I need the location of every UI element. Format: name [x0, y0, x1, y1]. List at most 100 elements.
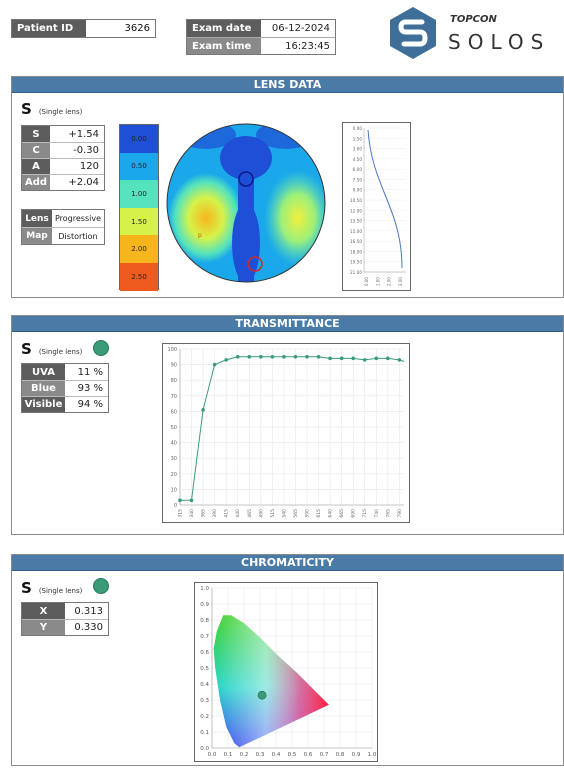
hexagon-s-logo-icon: [390, 7, 436, 59]
chromaticity-title: CHROMATICITY: [12, 555, 563, 571]
param-label: C: [22, 143, 50, 158]
chromaticity-lens-type: (Single lens): [38, 587, 83, 595]
patient-id-label: Patient ID: [12, 20, 86, 37]
chromaticity-x-tick: 0.9: [352, 752, 361, 758]
chromaticity-y-tick: 0.6: [200, 650, 209, 656]
param-value: +2.04: [50, 175, 104, 190]
param-row-a: A 120: [22, 158, 104, 174]
profile-y-tick: 13.50: [350, 219, 362, 224]
param-row-c: C -0.30: [22, 142, 104, 158]
transmittance-x-tick: 590: [305, 509, 311, 518]
x-value: 0.313: [65, 603, 108, 619]
transmittance-y-tick: 30: [171, 456, 177, 462]
profile-y-tick: 3.00: [353, 147, 363, 152]
param-value: 120: [50, 159, 104, 174]
transmittance-point: [328, 356, 332, 361]
transmittance-point: [305, 355, 309, 359]
profile-y-tick: 0.00: [353, 126, 363, 131]
chromaticity-x-tick: 0.6: [304, 752, 313, 758]
chromaticity-y-tick: 0.8: [200, 618, 209, 624]
chromaticity-point: [257, 690, 267, 700]
param-value: -0.30: [50, 143, 104, 158]
profile-y-tick: 12.00: [350, 208, 362, 213]
chromaticity-y-tick: 0.4: [200, 682, 209, 688]
transmittance-x-tick: 465: [247, 509, 253, 518]
patient-id-field: Patient ID 3626: [11, 19, 156, 38]
transmittance-point: [178, 498, 182, 503]
patient-id-value: 3626: [86, 20, 155, 37]
chromaticity-x-tick: 0.0: [208, 752, 217, 758]
profile-x-tick: 2.00: [387, 277, 392, 286]
scale-cell: 1.50: [120, 207, 158, 236]
chromaticity-table: X 0.313 Y 0.330: [21, 602, 109, 636]
y-value: 0.330: [65, 620, 108, 635]
x-label: X: [22, 603, 65, 619]
exam-time-label: Exam time: [187, 38, 261, 54]
profile-y-tick: 10.50: [350, 198, 362, 203]
lens-params-table: S +1.54 C -0.30 A 120 Add +2.04: [21, 125, 105, 191]
chromaticity-y-tick: 0.3: [200, 698, 209, 704]
transmittance-x-tick: 515: [270, 509, 276, 518]
logo-product-text: SOLOS: [448, 30, 551, 54]
chromaticity-eye-letter: S: [21, 579, 32, 597]
chromaticity-y-tick: 0.2: [200, 714, 209, 720]
profile-x-tick: 1.00: [375, 277, 380, 286]
chromaticity-gamut-overlay: [213, 615, 329, 748]
scale-cell: 1.00: [120, 180, 158, 208]
param-value: +1.54: [50, 126, 104, 142]
transmittance-y-tick: 80: [171, 378, 177, 384]
exam-info: Exam date 06-12-2024 Exam time 16:23:45: [186, 19, 336, 55]
chromaticity-x-tick: 0.7: [320, 752, 329, 758]
profile-x-tick: 3.00: [398, 277, 403, 286]
profile-y-tick: 15.00: [350, 229, 362, 234]
profile-y-tick: 6.00: [353, 167, 363, 172]
profile-y-tick: 21.00: [350, 270, 362, 275]
transmittance-x-tick: 540: [281, 509, 287, 518]
transmittance-point: [247, 355, 252, 359]
param-label: S: [22, 126, 50, 142]
profile-curve: [367, 129, 403, 269]
transmittance-y-tick: 60: [171, 409, 177, 415]
transmittance-y-tick: 50: [171, 425, 177, 431]
solos-logo: TOPCON SOLOS: [386, 6, 564, 62]
transmittance-y-tick: 70: [171, 394, 177, 400]
chromaticity-y-tick: 0.0: [200, 746, 209, 752]
transmittance-x-tick: 790: [397, 509, 403, 518]
exam-date-label: Exam date: [187, 20, 261, 37]
transmittance-y-tick: 20: [171, 472, 177, 478]
transmittance-point: [270, 355, 275, 359]
profile-y-tick: 7.50: [353, 177, 363, 182]
lens-value: Progressive: [52, 210, 104, 227]
transmittance-y-tick: 100: [167, 347, 177, 353]
transmittance-x-tick: 615: [316, 509, 322, 518]
transmittance-point: [189, 498, 194, 503]
transmittance-title: TRANSMITTANCE: [12, 316, 563, 332]
profile-frame: [342, 122, 411, 291]
transmittance-table: UVA 11 % Blue 93 % Visible 94 %: [21, 363, 109, 413]
lens-type-label: (Single lens): [38, 108, 83, 116]
transmittance-x-tick: 365: [201, 509, 207, 518]
transmittance-x-tick: 740: [374, 509, 380, 518]
transmittance-x-tick: 765: [385, 509, 391, 518]
param-row-add: Add +2.04: [22, 174, 104, 190]
chromaticity-y-tick: 0.7: [200, 634, 209, 640]
visible-label: Visible: [22, 397, 65, 412]
transmittance-x-tick: 715: [362, 509, 368, 518]
transmittance-x-tick: 440: [235, 509, 241, 518]
chromaticity-color-dot: [93, 578, 109, 594]
uva-label: UVA: [22, 364, 65, 380]
chromaticity-x-tick: 0.4: [272, 752, 281, 758]
transmittance-point: [224, 358, 228, 362]
map-label: Map: [22, 228, 52, 244]
profile-y-tick: 16.50: [350, 239, 362, 244]
chromaticity-y-tick: 0.9: [200, 602, 209, 608]
map-value: Distortion: [52, 228, 104, 244]
transmittance-lens-type: (Single lens): [38, 348, 83, 356]
transmittance-x-tick: 665: [339, 509, 345, 518]
profile-y-tick: 4.50: [353, 157, 363, 162]
transmittance-point: [282, 355, 286, 359]
lens-distortion-map: p: [166, 123, 326, 283]
chromaticity-x-tick: 0.3: [256, 752, 265, 758]
transmittance-point: [293, 355, 298, 359]
scale-cell: 0.50: [120, 152, 158, 181]
